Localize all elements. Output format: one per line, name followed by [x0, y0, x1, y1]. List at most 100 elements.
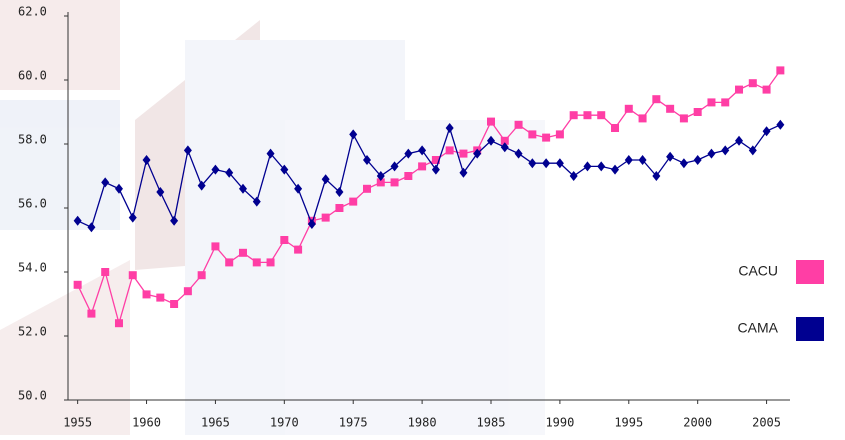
marker [225, 258, 234, 267]
y-tick-label: 62.0 [18, 5, 47, 19]
marker [542, 158, 551, 169]
marker [87, 309, 96, 318]
marker [128, 212, 137, 223]
marker [597, 111, 606, 120]
marker [776, 66, 785, 75]
marker [459, 167, 468, 178]
marker [776, 119, 785, 130]
marker [624, 155, 633, 165]
background-decoration [0, 0, 405, 435]
marker [362, 184, 371, 193]
marker [638, 155, 647, 165]
marker [569, 171, 578, 181]
marker [225, 167, 234, 178]
y-tick-label: 50.0 [18, 389, 47, 403]
marker [693, 155, 702, 165]
marker [197, 180, 206, 191]
marker [445, 146, 454, 155]
marker [390, 178, 399, 187]
marker [170, 300, 179, 308]
marker [762, 85, 771, 94]
marker [252, 196, 261, 207]
marker [762, 126, 771, 137]
marker [307, 219, 316, 229]
marker [611, 124, 620, 132]
marker [101, 268, 110, 276]
marker [376, 178, 385, 187]
marker [335, 187, 344, 197]
marker [431, 164, 440, 175]
marker [748, 145, 757, 156]
marker [693, 108, 702, 116]
series-line [77, 124, 781, 229]
marker [280, 236, 289, 244]
marker [707, 148, 716, 159]
marker [73, 215, 82, 226]
x-tick-label: 1975 [339, 416, 368, 430]
marker [349, 197, 358, 206]
marker [335, 204, 344, 212]
x-tick-label: 2000 [683, 416, 712, 430]
marker [514, 120, 523, 129]
marker [142, 155, 151, 165]
x-tick-label: 1960 [132, 416, 161, 430]
marker [679, 114, 688, 123]
marker [459, 149, 468, 158]
marker [735, 135, 744, 146]
marker [294, 245, 303, 254]
marker [156, 293, 165, 302]
legend-label: CACU [738, 263, 778, 279]
marker [638, 114, 647, 123]
marker [445, 123, 454, 133]
marker [280, 164, 289, 175]
marker [721, 98, 730, 107]
marker [362, 155, 371, 165]
marker [748, 79, 757, 88]
marker [569, 111, 578, 120]
marker [500, 136, 509, 145]
marker [128, 271, 137, 280]
marker [652, 171, 661, 181]
marker [294, 183, 303, 194]
marker [418, 162, 427, 171]
marker [238, 248, 247, 257]
y-tick-label: 58.0 [18, 133, 47, 147]
marker [611, 164, 620, 175]
legend-swatch [796, 260, 824, 284]
marker [404, 172, 413, 180]
marker [624, 104, 633, 113]
marker [170, 215, 179, 226]
y-tick-label: 60.0 [18, 69, 47, 83]
marker [211, 164, 220, 175]
x-tick-label: 1990 [545, 416, 574, 430]
marker [721, 145, 730, 156]
marker [597, 161, 606, 172]
marker [101, 177, 110, 188]
y-tick-label: 56.0 [18, 197, 47, 211]
marker [666, 104, 675, 113]
marker [390, 161, 399, 172]
marker [418, 145, 427, 156]
marker [707, 98, 716, 107]
x-tick-label: 1970 [270, 416, 299, 430]
x-tick-label: 1985 [477, 416, 506, 430]
marker [183, 287, 192, 296]
x-tick-label: 1980 [408, 416, 437, 430]
marker [542, 133, 551, 142]
marker [473, 148, 482, 159]
marker [487, 135, 496, 146]
marker [431, 156, 440, 164]
series-line [77, 70, 781, 326]
marker [679, 158, 688, 169]
marker [404, 148, 413, 159]
marker [142, 290, 151, 299]
y-tick-label: 52.0 [18, 325, 47, 339]
marker [555, 130, 564, 139]
marker [183, 145, 192, 156]
legend-label: CAMA [738, 320, 779, 336]
marker [514, 148, 523, 159]
marker [114, 319, 123, 328]
x-tick-label: 1955 [63, 416, 92, 430]
